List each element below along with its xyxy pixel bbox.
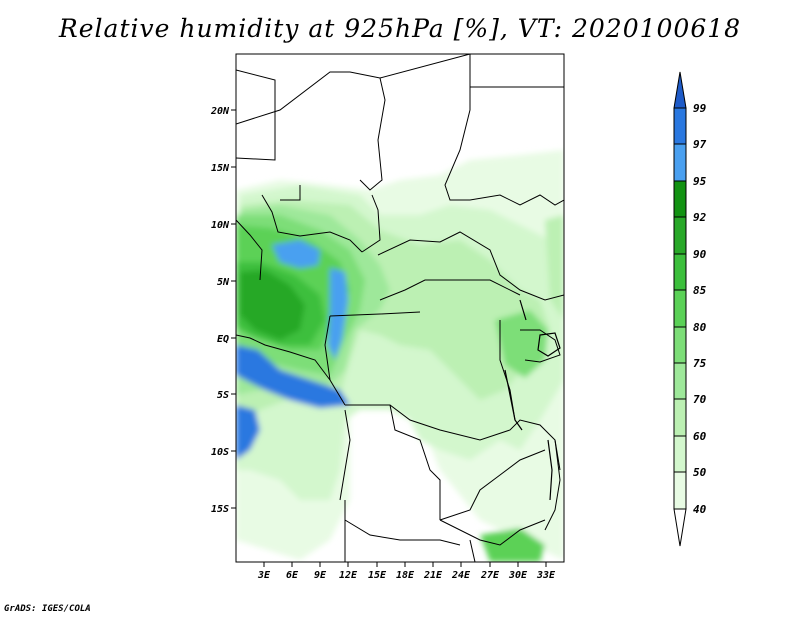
rh-70-zone-east: [545, 215, 564, 320]
colorbar-label: 70: [693, 393, 707, 406]
colorbar-label: 85: [693, 284, 707, 297]
rh-95-zone-gulf: [236, 345, 350, 408]
lat-label: 10S: [211, 447, 229, 458]
colorbar-label: 95: [693, 175, 707, 188]
rh-95-zone-south: [236, 405, 260, 460]
lake-victoria: [537, 332, 561, 357]
colorbar-label: 60: [693, 430, 707, 443]
colorbar-swatch-50: [673, 471, 687, 510]
colorbar-arrow-top: [673, 71, 687, 109]
country-borders: [236, 54, 564, 562]
colorbar-labels: 99 97 95 92 90 85 80 75 70 60 50 40: [693, 102, 707, 516]
colorbar-label: 50: [693, 466, 707, 479]
colorbar-swatch-99: [673, 107, 687, 145]
colorbar-label: 80: [693, 321, 707, 334]
colorbar-swatch-92: [673, 216, 687, 255]
colorbar-swatch-70: [673, 398, 687, 437]
humidity-field: [236, 150, 564, 562]
lat-label: 15N: [211, 163, 230, 174]
map-title: Relative humidity at 925hPa [%], VT: 202…: [58, 14, 742, 43]
lat-label: 10N: [211, 220, 230, 231]
map-frame: [231, 53, 565, 567]
lon-label: 30E: [508, 570, 528, 581]
lon-label: 18E: [396, 570, 415, 581]
rh-95-zone-north: [272, 240, 320, 268]
colorbar-label: 75: [693, 357, 707, 370]
lon-label: 3E: [257, 570, 271, 581]
lakes: [504, 299, 561, 501]
color-bar: [673, 71, 687, 547]
lat-labels: 20N 15N 10N 5N EQ 5S 10S 15S: [210, 106, 230, 515]
lon-label: 21E: [423, 570, 443, 581]
lake-malawi: [547, 439, 553, 501]
lon-labels: 3E 6E 9E 12E 15E 18E 21E 24E 27E 30E 33E: [257, 570, 556, 581]
colorbar-swatch-90: [673, 253, 687, 291]
lon-label: 27E: [480, 570, 500, 581]
colorbar-arrow-bottom: [673, 508, 687, 547]
lat-label: EQ: [217, 334, 229, 345]
colorbar-label: 92: [693, 211, 707, 224]
colorbar-swatch-85: [673, 289, 687, 328]
colorbar-label: 40: [693, 503, 707, 516]
lon-label: 12E: [339, 570, 358, 581]
lon-label: 9E: [314, 570, 327, 581]
lake-tanganyika: [504, 369, 523, 431]
lat-label: 5S: [217, 390, 229, 401]
rh-92-zone: [240, 270, 305, 340]
lat-label: 20N: [210, 106, 230, 117]
lat-label: 5N: [217, 277, 230, 288]
lon-label: 24E: [451, 570, 471, 581]
colorbar-label: 90: [693, 248, 707, 261]
lon-label: 6E: [286, 570, 299, 581]
colorbar-swatch-95: [673, 180, 687, 218]
lon-label: 15E: [368, 570, 387, 581]
colorbar-label: 97: [693, 138, 707, 151]
rh-85-zone-southeast: [480, 528, 545, 562]
lake-albert: [519, 299, 527, 321]
colorbar-swatch-97: [673, 143, 687, 182]
rh-95-zone-coast: [328, 268, 348, 360]
colorbar-label: 99: [693, 102, 707, 115]
colorbar-swatch-60: [673, 435, 687, 473]
colorbar-swatch-80: [673, 326, 687, 364]
colorbar-swatch-75: [673, 362, 687, 400]
grads-credit: GrADS: IGES/COLA: [4, 604, 91, 614]
lat-label: 15S: [211, 504, 229, 515]
lon-label: 33E: [536, 570, 556, 581]
